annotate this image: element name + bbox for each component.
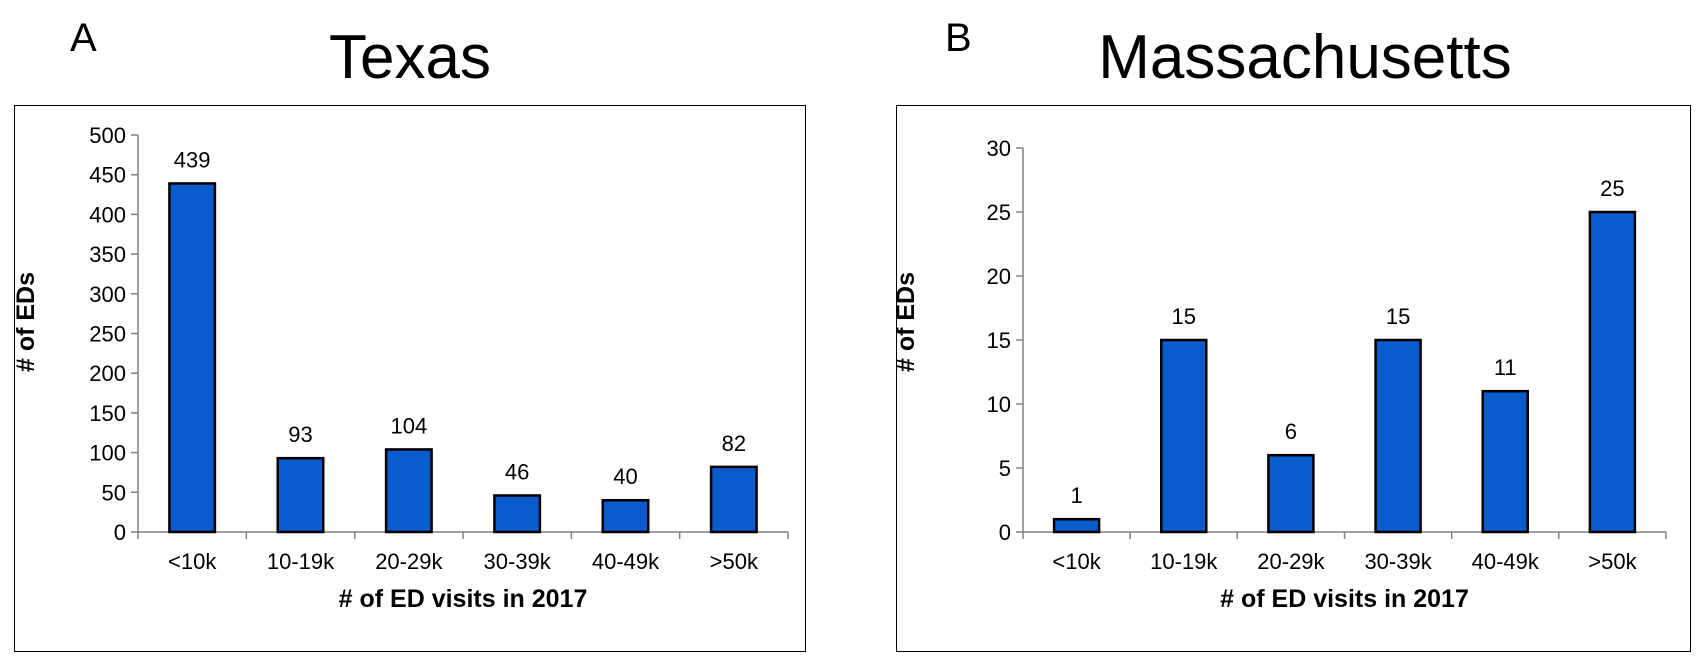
bar-texas xyxy=(276,456,325,534)
data-label-massachusetts: 1 xyxy=(1070,483,1082,508)
bar-massachusetts xyxy=(1588,210,1637,534)
bar-texas xyxy=(493,494,542,534)
data-label-texas: 93 xyxy=(288,422,312,447)
x-tick-label-texas: >50k xyxy=(710,549,759,574)
y-tick-label-texas: 350 xyxy=(89,242,126,267)
data-label-massachusetts: 11 xyxy=(1494,355,1517,380)
bar-texas xyxy=(384,448,433,534)
data-label-texas: 40 xyxy=(613,464,637,489)
x-tick-label-texas: 10-19k xyxy=(267,549,335,574)
y-tick-label-texas: 0 xyxy=(114,520,126,545)
y-tick-label-texas: 300 xyxy=(89,282,126,307)
x-axis-title-texas: # of ED visits in 2017 xyxy=(339,585,588,613)
data-label-texas: 439 xyxy=(174,147,211,172)
bar-massachusetts xyxy=(1052,517,1101,534)
y-tick-label-massachusetts: 25 xyxy=(987,200,1011,225)
bar-massachusetts xyxy=(1267,453,1315,534)
y-tick-label-texas: 100 xyxy=(89,441,126,466)
bar-massachusetts xyxy=(1159,338,1208,534)
panel-label-b: B xyxy=(945,16,972,60)
x-tick-label-massachusetts: 20-29k xyxy=(1257,549,1325,574)
bar-texas xyxy=(601,498,650,534)
x-tick-label-texas: 30-39k xyxy=(484,549,552,574)
y-tick-label-texas: 250 xyxy=(89,322,126,347)
data-label-massachusetts: 15 xyxy=(1172,304,1196,329)
panel-label-a: A xyxy=(70,16,97,60)
bar-massachusetts xyxy=(1374,338,1422,534)
y-tick-label-massachusetts: 15 xyxy=(987,328,1011,353)
data-label-texas: 46 xyxy=(505,459,529,484)
y-tick-label-massachusetts: 0 xyxy=(999,520,1011,545)
y-axis-title-massachusetts: # of EDs xyxy=(892,272,920,372)
bar-texas xyxy=(709,465,758,534)
bar-massachusetts xyxy=(1481,389,1530,534)
x-tick-label-massachusetts: 40-49k xyxy=(1472,549,1540,574)
y-tick-label-texas: 500 xyxy=(89,123,126,148)
x-tick-label-massachusetts: <10k xyxy=(1052,549,1101,574)
chart-title-massachusetts: Massachusetts xyxy=(1098,23,1512,92)
y-tick-label-massachusetts: 5 xyxy=(999,456,1011,481)
x-tick-label-texas: <10k xyxy=(168,549,217,574)
y-tick-label-texas: 450 xyxy=(89,163,126,188)
chart-frame-massachusetts xyxy=(896,105,1691,652)
x-tick-label-texas: 40-49k xyxy=(592,549,660,574)
chart-frame-texas xyxy=(14,105,806,652)
x-tick-label-massachusetts: 30-39k xyxy=(1364,549,1432,574)
y-tick-label-texas: 50 xyxy=(102,480,126,505)
y-tick-label-massachusetts: 30 xyxy=(987,136,1011,161)
data-label-texas: 104 xyxy=(390,413,427,438)
chart-title-texas: Texas xyxy=(329,23,491,92)
data-label-massachusetts: 6 xyxy=(1285,419,1297,444)
data-label-massachusetts: 15 xyxy=(1386,304,1410,329)
y-tick-label-texas: 200 xyxy=(89,361,126,386)
y-tick-label-texas: 400 xyxy=(89,202,126,227)
x-tick-label-massachusetts: >50k xyxy=(1588,549,1637,574)
data-label-massachusetts: 25 xyxy=(1600,176,1624,201)
x-tick-label-massachusetts: 10-19k xyxy=(1150,549,1218,574)
y-tick-label-massachusetts: 20 xyxy=(987,264,1011,289)
bar-texas xyxy=(168,182,217,534)
x-tick-label-texas: 20-29k xyxy=(375,549,443,574)
y-tick-label-texas: 150 xyxy=(89,401,126,426)
y-axis-title-texas: # of EDs xyxy=(12,272,40,372)
data-label-texas: 82 xyxy=(722,431,746,456)
y-tick-label-massachusetts: 10 xyxy=(987,392,1011,417)
x-axis-title-massachusetts: # of ED visits in 2017 xyxy=(1220,585,1469,613)
